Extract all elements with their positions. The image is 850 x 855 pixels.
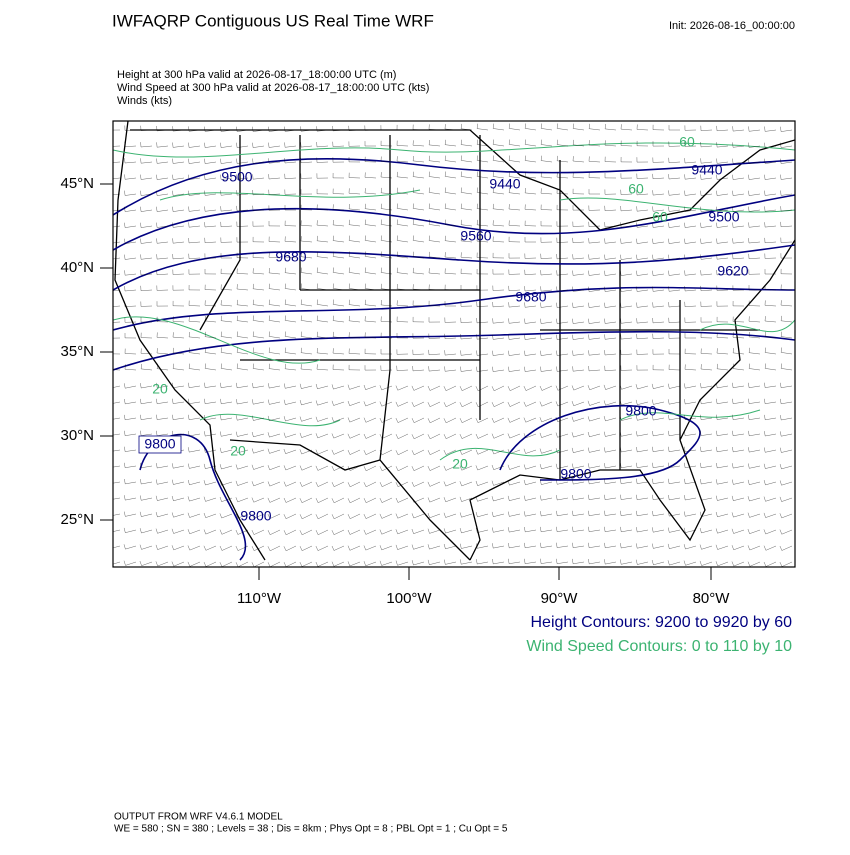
speed-label: 60 bbox=[628, 181, 644, 197]
lat-label: 25°N bbox=[60, 511, 94, 528]
field-label: Wind Speed at 300 hPa valid at 2026-08-1… bbox=[117, 82, 429, 94]
wind-barbs bbox=[113, 123, 793, 567]
field-label: Winds (kts) bbox=[117, 95, 172, 107]
lat-label: 30°N bbox=[60, 427, 94, 444]
height-label: 9440 bbox=[691, 162, 722, 178]
height-label: 9680 bbox=[275, 249, 306, 265]
lat-label: 40°N bbox=[60, 259, 94, 276]
axes bbox=[100, 183, 712, 580]
height-label: 9620 bbox=[717, 263, 748, 279]
height-contour bbox=[139, 404, 701, 561]
height-label: 9680 bbox=[515, 289, 546, 305]
height-contour bbox=[113, 244, 795, 291]
field-label: Height at 300 hPa valid at 2026-08-17_18… bbox=[117, 69, 396, 81]
height-contour bbox=[113, 286, 795, 331]
height-label: 9440 bbox=[489, 176, 520, 192]
title: IWFAQRP Contiguous US Real Time WRF bbox=[112, 11, 434, 30]
height-label: 9560 bbox=[460, 228, 491, 244]
height-label: 9500 bbox=[221, 169, 252, 185]
height-contour bbox=[113, 330, 795, 371]
boundaries bbox=[114, 121, 795, 561]
footer-line: WE = 580 ; SN = 380 ; Levels = 38 ; Dis … bbox=[114, 824, 508, 835]
speed-label: 60 bbox=[679, 134, 695, 150]
speed-contour bbox=[113, 142, 795, 461]
barb-field bbox=[113, 123, 793, 567]
map: 9500 9440 9440 9560 9500 9680 9620 9680 … bbox=[113, 121, 795, 567]
height-label: 9800 bbox=[625, 403, 656, 419]
legend-speed: Wind Speed Contours: 0 to 110 by 10 bbox=[526, 638, 792, 655]
speed-label: 20 bbox=[452, 456, 468, 472]
height-label: 9800 bbox=[144, 436, 175, 452]
legend-height: Height Contours: 9200 to 9920 by 60 bbox=[530, 614, 792, 631]
lon-label: 100°W bbox=[386, 590, 432, 607]
lat-label: 35°N bbox=[60, 343, 94, 360]
speed-label: 20 bbox=[230, 443, 246, 459]
height-label: 9800 bbox=[560, 466, 591, 482]
lon-label: 90°W bbox=[541, 590, 579, 607]
height-contour bbox=[113, 157, 795, 216]
footer-line: OUTPUT FROM WRF V4.6.1 MODEL bbox=[114, 812, 283, 823]
height-label: 9500 bbox=[708, 209, 739, 225]
lat-label: 45°N bbox=[60, 175, 94, 192]
label-box bbox=[138, 435, 182, 454]
map-frame bbox=[112, 120, 796, 568]
height-label: 9800 bbox=[240, 508, 271, 524]
lon-label: 110°W bbox=[237, 590, 282, 607]
init-time: Init: 2026-08-16_00:00:00 bbox=[669, 20, 795, 32]
lon-label: 80°W bbox=[693, 590, 731, 607]
speed-label: 60 bbox=[652, 209, 668, 225]
speed-label: 20 bbox=[152, 381, 168, 397]
